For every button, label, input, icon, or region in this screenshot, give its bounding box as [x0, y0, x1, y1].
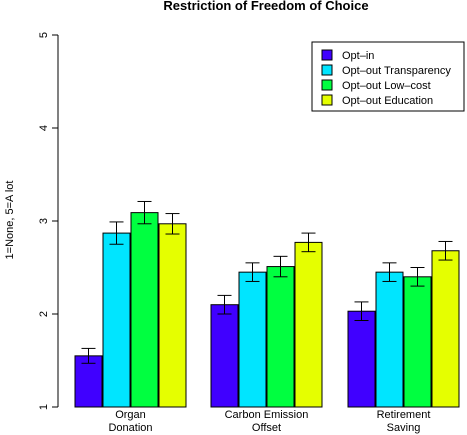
y-axis: 1 2 3 4 5 — [38, 32, 59, 410]
bar — [102, 232, 131, 408]
y-tick-label: 2 — [38, 311, 50, 317]
category-label: Organ — [115, 409, 146, 421]
bars — [74, 200, 460, 408]
y-tick-label: 1 — [38, 404, 50, 410]
bar — [294, 241, 323, 408]
legend-entry: Opt–in — [342, 50, 374, 62]
bar — [375, 271, 404, 408]
category-label: Offset — [252, 422, 281, 434]
legend-swatch — [321, 64, 333, 76]
legend-entry: Opt–out Education — [342, 95, 433, 107]
bar — [238, 271, 267, 408]
category-label: Saving — [387, 422, 421, 434]
y-axis-label: 1=None, 5=A lot — [4, 181, 16, 260]
legend-swatch — [321, 49, 333, 61]
y-tick-label: 4 — [38, 125, 50, 131]
bar — [431, 250, 460, 408]
legend-swatch — [321, 94, 333, 106]
y-tick-label: 3 — [38, 218, 50, 224]
legend-entry: Opt–out Transparency — [342, 65, 451, 77]
legend-entry: Opt–out Low–cost — [342, 80, 431, 92]
legend-box — [311, 41, 465, 112]
bar — [347, 310, 376, 408]
legend: Opt–in Opt–out Transparency Opt–out Low–co… — [311, 41, 465, 112]
category-label: Carbon Emission — [225, 409, 309, 421]
category-label: Retirement — [377, 409, 431, 421]
y-tick-label: 5 — [38, 32, 50, 38]
legend-swatch — [321, 79, 333, 91]
bar — [403, 276, 432, 408]
bar — [266, 266, 295, 408]
category-label: Donation — [108, 422, 152, 434]
bar — [158, 223, 187, 408]
bar — [130, 212, 159, 408]
bar — [210, 304, 239, 408]
chart-title: Restriction of Freedom of Choice — [163, 0, 368, 13]
